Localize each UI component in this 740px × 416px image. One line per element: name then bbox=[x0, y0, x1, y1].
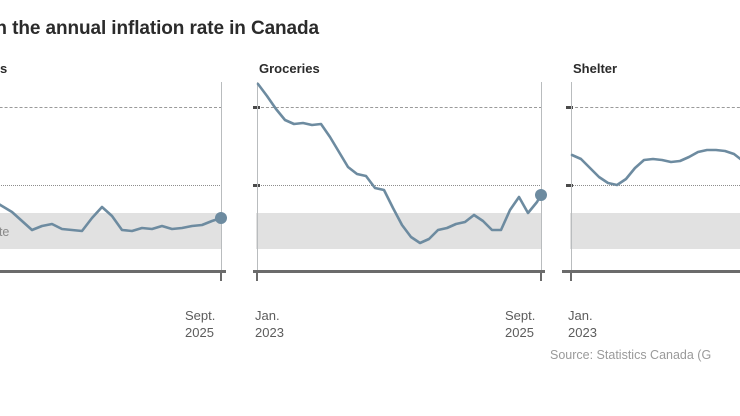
page-title: Change in the annual inflation rate in C… bbox=[0, 18, 319, 39]
target-band-label-all-items: ate bbox=[0, 225, 10, 239]
target-band-all-items bbox=[0, 213, 222, 249]
source-note: Source: Statistics Canada (G bbox=[550, 348, 712, 362]
end-point-marker-all-items bbox=[215, 212, 227, 224]
x-axis-label-all-items-line2: 2025 bbox=[185, 325, 214, 340]
x-axis-label-all-items-line1: Sept. bbox=[185, 308, 216, 323]
x-axis-label-groceries-left-line2: 2023 bbox=[255, 325, 284, 340]
axis-baseline-all-items bbox=[0, 270, 226, 273]
x-tick-left-shelter bbox=[570, 273, 572, 281]
x-axis-label-shelter-line2: 2023 bbox=[568, 325, 597, 340]
plot-area-shelter bbox=[562, 82, 740, 297]
axis-baseline-shelter bbox=[562, 270, 740, 273]
y-tick-lower-shelter bbox=[566, 184, 573, 187]
y-tick-lower-groceries bbox=[253, 184, 260, 187]
panel-title-groceries: Groceries bbox=[259, 61, 320, 76]
gridline-upper-all-items bbox=[0, 107, 222, 108]
gridline-upper-shelter bbox=[570, 107, 740, 108]
axis-line-right-groceries bbox=[541, 82, 542, 272]
gridline-upper-groceries bbox=[256, 107, 542, 108]
y-tick-upper-groceries bbox=[253, 106, 260, 109]
panel-title-all-items: s bbox=[0, 61, 8, 76]
series-line-all-items bbox=[0, 203, 227, 233]
panel-groceries: Groceries Jan. 2023 Sept. bbox=[253, 55, 547, 340]
gridline-lower-shelter bbox=[570, 185, 740, 186]
axis-line-right-all-items bbox=[221, 82, 222, 272]
plot-area-all-items: ate bbox=[0, 82, 230, 297]
x-axis-label-shelter-line1: Jan. bbox=[568, 308, 593, 323]
x-tick-left-groceries bbox=[256, 273, 258, 281]
target-band-shelter bbox=[570, 213, 740, 249]
x-tick-right-groceries bbox=[540, 273, 542, 281]
x-axis-label-groceries-right-line1: Sept. bbox=[505, 308, 536, 323]
panel-all-items: s ate Sept. 2025 bbox=[0, 55, 230, 340]
axis-line-left-shelter bbox=[571, 82, 572, 272]
panel-shelter: Shelter Jan. 2023 bbox=[562, 55, 740, 340]
x-tick-all-items bbox=[220, 273, 222, 281]
axis-baseline-groceries bbox=[253, 270, 545, 273]
gridline-lower-all-items bbox=[0, 185, 222, 186]
axis-line-left-groceries bbox=[257, 82, 258, 272]
x-axis-label-groceries-right-line2: 2025 bbox=[505, 325, 534, 340]
plot-area-groceries bbox=[253, 82, 547, 297]
series-line-shelter bbox=[570, 148, 740, 187]
gridline-lower-groceries bbox=[256, 185, 542, 186]
panel-title-shelter: Shelter bbox=[573, 61, 618, 76]
y-tick-upper-shelter bbox=[566, 106, 573, 109]
end-point-marker-groceries bbox=[535, 189, 547, 201]
series-line-groceries bbox=[256, 82, 547, 245]
x-axis-label-groceries-left-line1: Jan. bbox=[255, 308, 280, 323]
